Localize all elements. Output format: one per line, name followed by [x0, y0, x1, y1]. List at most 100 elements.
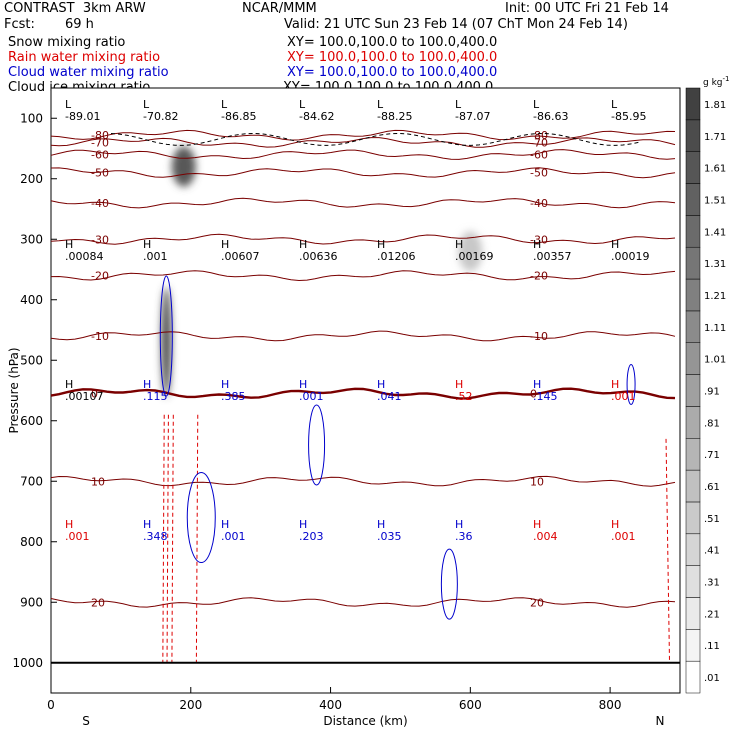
- colorbar-label: .01: [704, 673, 720, 684]
- isotherm--20: [50, 270, 676, 282]
- rain-contour-right: [665, 438, 671, 663]
- colorbar-cell: [685, 597, 701, 630]
- colorbar-cell: [685, 215, 701, 248]
- extremum-marker: H: [611, 378, 619, 391]
- x-tick-label: 800: [599, 698, 622, 712]
- colorbar-cell: [685, 565, 701, 598]
- extremum-marker: H: [455, 518, 463, 531]
- cloud-contour-1: [186, 472, 216, 564]
- fcst-label: Fcst:: [4, 17, 35, 32]
- isotherm--30: [50, 233, 676, 245]
- extremum-marker: L: [221, 98, 228, 111]
- colorbar-cell: [685, 374, 701, 407]
- extremum-value: .001: [611, 390, 636, 403]
- extremum-marker: H: [533, 518, 541, 531]
- colorbar-label: 1.01: [704, 355, 726, 366]
- y-tick-label: 700: [20, 474, 43, 488]
- cloud-contour-0: [159, 275, 173, 397]
- extremum-marker: H: [533, 238, 541, 251]
- extremum-marker: H: [377, 378, 385, 391]
- isotherm-label: -20: [91, 270, 109, 283]
- init-time: Init: 00 UTC Fri 21 Feb 14: [505, 1, 669, 16]
- field-cloud-label: Cloud water mixing ratio: [8, 65, 169, 80]
- isotherm--60: [50, 149, 676, 160]
- extremum-marker: H: [65, 378, 73, 391]
- isotherm-label: 0: [91, 388, 98, 401]
- extremum-value: .00107: [65, 390, 104, 403]
- extremum-value: .203: [299, 530, 324, 543]
- cloud-contour-2: [308, 404, 326, 486]
- extremum-value: .001: [611, 530, 636, 543]
- isotherm-10: [50, 475, 676, 487]
- extremum-value: .00636: [299, 250, 338, 263]
- extremum-marker: H: [611, 238, 619, 251]
- extremum-value: .52: [455, 390, 473, 403]
- extremum-marker: H: [65, 518, 73, 531]
- extremum-marker: H: [533, 378, 541, 391]
- isotherm-label: 10: [91, 475, 105, 488]
- isotherm-label: -30: [91, 233, 109, 246]
- extremum-value: .00169: [455, 250, 494, 263]
- snow-max-0: [171, 146, 196, 187]
- extremum-marker: H: [377, 238, 385, 251]
- field-rain-xy: XY= 100.0,100.0 to 100.0,400.0: [287, 50, 498, 65]
- colorbar-unit-exponent: -1: [723, 75, 730, 83]
- field-snow-label: Snow mixing ratio: [8, 35, 126, 50]
- extremum-value: .001: [299, 390, 324, 403]
- colorbar-label: 1.11: [704, 323, 726, 334]
- isotherm-label: -40: [91, 197, 109, 210]
- field-snow-xy: XY= 100.0,100.0 to 100.0,400.0: [287, 35, 498, 50]
- isotherm-20: [50, 597, 676, 608]
- colorbar-cell: [685, 469, 701, 503]
- colorbar-cell: [685, 310, 701, 343]
- y-tick-label: 500: [20, 353, 43, 367]
- isotherm-label: -10: [530, 330, 548, 343]
- extremum-value: .115: [143, 390, 168, 403]
- colorbar-cell: [685, 438, 701, 471]
- extremum-value: -88.25: [377, 110, 412, 123]
- field-rain-label: Rain water mixing ratio: [8, 50, 161, 65]
- extremum-marker: L: [299, 98, 306, 111]
- snow-max-1: [161, 287, 172, 398]
- colorbar-cell: [685, 119, 701, 152]
- extremum-value: .041: [377, 390, 402, 403]
- extremum-value: .385: [221, 390, 246, 403]
- isotherm-label: 20: [91, 596, 105, 609]
- x-tick-label: 600: [459, 698, 482, 712]
- extremum-value: .00084: [65, 250, 104, 263]
- extremum-value: -84.62: [299, 110, 334, 123]
- colorbar-unit: g kg-1: [703, 75, 729, 88]
- colorbar-label: 1.51: [704, 195, 726, 206]
- colorbar-cell: [685, 183, 701, 216]
- colorbar-label: 1.81: [704, 100, 726, 111]
- extremum-value: .145: [533, 390, 558, 403]
- extremum-marker: H: [299, 518, 307, 531]
- colorbar-cell: [685, 87, 701, 121]
- extremum-marker: H: [455, 378, 463, 391]
- colorbar-cell: [685, 151, 701, 184]
- rain-contour-3: [195, 414, 199, 663]
- isotherm-label: 10: [530, 475, 544, 488]
- colorbar-cell: [685, 246, 701, 280]
- isotherm--40: [50, 197, 676, 209]
- isotherm-label: -40: [530, 197, 548, 210]
- isotherm-label: -10: [91, 330, 109, 343]
- extremum-value: -89.01: [65, 110, 100, 123]
- extremum-marker: H: [221, 378, 229, 391]
- isotherm-0: [50, 387, 676, 400]
- colorbar-label: 1.41: [704, 227, 726, 238]
- extremum-marker: L: [377, 98, 384, 111]
- rain-contour-2: [171, 414, 174, 663]
- rain-contour-1: [166, 414, 169, 663]
- y-tick-label: 900: [20, 595, 43, 609]
- extremum-marker: H: [221, 238, 229, 251]
- extremum-value: -70.82: [143, 110, 178, 123]
- colorbar-label: .91: [704, 387, 720, 398]
- isotherm-label: -70: [91, 136, 109, 149]
- snow-shading: [161, 146, 483, 398]
- title-center: NCAR/MMM: [242, 1, 317, 16]
- colorbar-cell: [685, 406, 701, 439]
- colorbar-label: .61: [704, 482, 720, 493]
- cloud-contour-3: [440, 548, 458, 620]
